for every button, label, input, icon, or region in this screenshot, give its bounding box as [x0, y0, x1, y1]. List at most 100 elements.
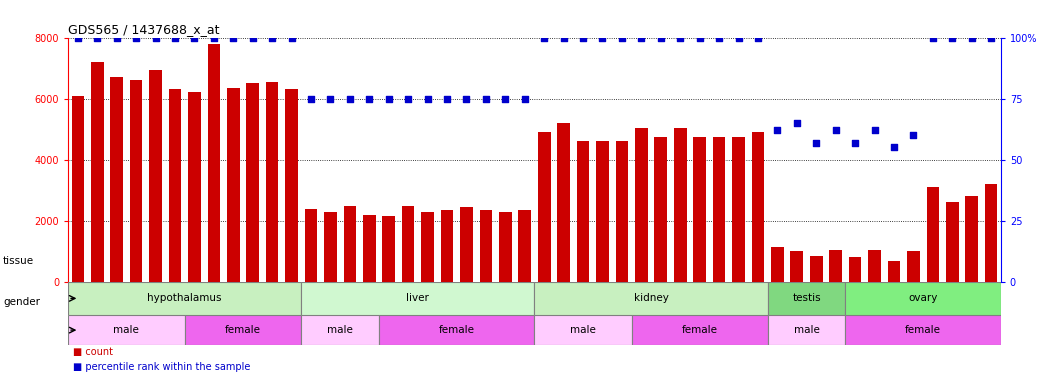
Point	[108, 34, 125, 40]
Bar	[208, 44, 220, 282]
Bar	[460, 207, 473, 282]
Bar	[188, 93, 201, 282]
Bar	[401, 206, 415, 282]
Bar	[68, 282, 301, 315]
Point	[69, 34, 86, 40]
Point	[264, 34, 281, 40]
Bar	[71, 96, 84, 282]
Text: male: male	[793, 325, 820, 335]
Point	[283, 34, 300, 40]
Bar	[829, 250, 842, 282]
Bar	[846, 315, 1001, 345]
Point	[769, 128, 786, 134]
Point	[342, 96, 358, 102]
Point	[419, 96, 436, 102]
Bar	[379, 315, 534, 345]
Bar	[558, 123, 570, 282]
Text: hypothalamus: hypothalamus	[148, 293, 222, 303]
Point	[808, 140, 825, 146]
Point	[555, 34, 572, 40]
Bar	[849, 258, 861, 282]
Point	[749, 34, 766, 40]
Point	[458, 96, 475, 102]
Text: ovary: ovary	[909, 293, 938, 303]
Bar	[846, 282, 1001, 315]
Bar	[888, 261, 900, 282]
Bar	[767, 282, 846, 315]
Bar	[149, 70, 161, 282]
Point	[730, 34, 747, 40]
Point	[692, 34, 708, 40]
Point	[827, 128, 844, 134]
Point	[613, 34, 630, 40]
Point	[205, 34, 222, 40]
Point	[187, 34, 203, 40]
Point	[633, 34, 650, 40]
Point	[963, 34, 980, 40]
Point	[244, 34, 261, 40]
Text: female: female	[681, 325, 718, 335]
Point	[399, 96, 416, 102]
Bar	[301, 282, 534, 315]
Point	[303, 96, 320, 102]
Bar	[632, 315, 767, 345]
Point	[866, 128, 882, 134]
Bar	[285, 90, 298, 282]
Bar	[733, 137, 745, 282]
Bar	[305, 209, 318, 282]
Bar	[965, 196, 978, 282]
Bar	[810, 256, 823, 282]
Bar	[363, 215, 375, 282]
Point	[517, 96, 533, 102]
Point	[322, 96, 339, 102]
Bar	[266, 82, 279, 282]
Bar	[441, 210, 454, 282]
Text: male: male	[327, 325, 353, 335]
Point	[983, 34, 1000, 40]
Bar	[499, 211, 511, 282]
Text: GDS565 / 1437688_x_at: GDS565 / 1437688_x_at	[68, 23, 220, 36]
Bar	[713, 137, 725, 282]
Point	[89, 34, 106, 40]
Point	[653, 34, 670, 40]
Text: male: male	[570, 325, 596, 335]
Bar	[184, 315, 301, 345]
Bar	[790, 251, 803, 282]
Point	[497, 96, 514, 102]
Bar	[519, 210, 531, 282]
Point	[361, 96, 377, 102]
Bar	[654, 137, 668, 282]
Bar	[227, 88, 240, 282]
Bar	[91, 62, 104, 282]
Point	[478, 96, 495, 102]
Point	[944, 34, 961, 40]
Bar	[985, 184, 998, 282]
Text: tissue: tissue	[3, 256, 35, 266]
Bar	[926, 187, 939, 282]
Bar	[130, 80, 143, 282]
Bar	[538, 132, 550, 282]
Point	[574, 34, 591, 40]
Bar	[534, 282, 767, 315]
Point	[905, 132, 922, 138]
Text: female: female	[905, 325, 941, 335]
Bar	[324, 211, 336, 282]
Bar	[68, 315, 184, 345]
Bar	[908, 251, 920, 282]
Bar	[246, 83, 259, 282]
Point	[672, 34, 689, 40]
Bar	[344, 206, 356, 282]
Text: ■ percentile rank within the sample: ■ percentile rank within the sample	[72, 362, 250, 372]
Text: female: female	[439, 325, 475, 335]
Bar	[674, 128, 686, 282]
Bar	[110, 77, 123, 282]
Bar	[767, 315, 846, 345]
Bar	[615, 141, 628, 282]
Point	[167, 34, 183, 40]
Text: ■ count: ■ count	[72, 347, 113, 357]
Point	[924, 34, 941, 40]
Bar	[169, 90, 181, 282]
Point	[594, 34, 611, 40]
Text: male: male	[113, 325, 139, 335]
Bar	[751, 132, 764, 282]
